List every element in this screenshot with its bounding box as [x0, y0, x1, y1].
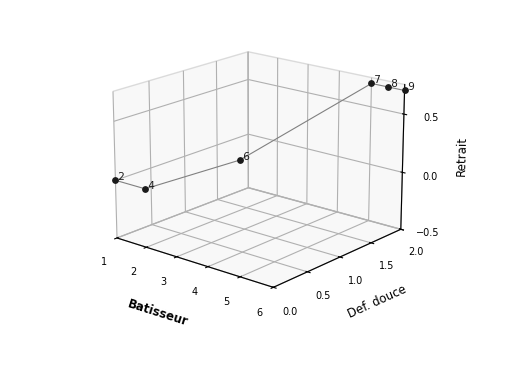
X-axis label: Batisseur: Batisseur — [126, 297, 190, 328]
Y-axis label: Def. douce: Def. douce — [346, 283, 409, 321]
